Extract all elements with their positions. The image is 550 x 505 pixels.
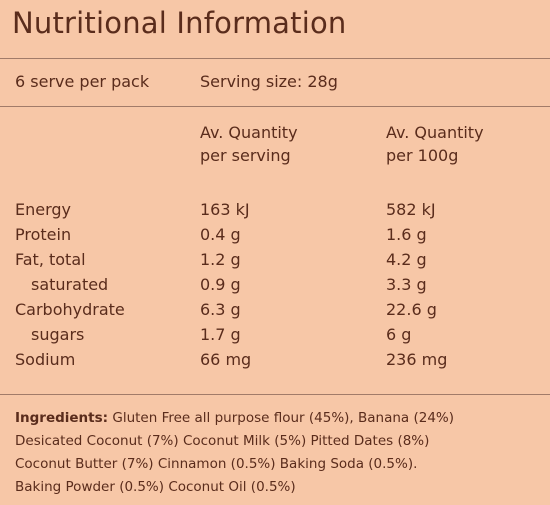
- row-sugars-per-100g: 6 g: [386, 325, 412, 344]
- row-label-energy: Energy: [15, 200, 72, 219]
- divider: [0, 394, 550, 395]
- row-label-sugars: sugars: [31, 325, 85, 344]
- row-fat-total-per-serving: 1.2 g: [200, 250, 241, 269]
- ingredients-line: Coconut Butter (7%) Cinnamon (0.5%) Baki…: [15, 456, 418, 472]
- row-label-saturated: saturated: [31, 275, 109, 294]
- serving-size: Serving size: 28g: [200, 72, 338, 91]
- row-label-sodium: Sodium: [15, 350, 76, 369]
- header-per-100g-line1: Av. Quantity: [386, 123, 484, 142]
- row-carbohydrate-per-100g: 22.6 g: [386, 300, 437, 319]
- ingredients-line: Baking Powder (0.5%) Coconut Oil (0.5%): [15, 479, 296, 495]
- header-per-100g-line2: per 100g: [386, 146, 459, 165]
- row-fat-total-per-100g: 4.2 g: [386, 250, 427, 269]
- row-saturated-per-serving: 0.9 g: [200, 275, 241, 294]
- header-per-serving-line2: per serving: [200, 146, 291, 165]
- header-per-serving-line1: Av. Quantity: [200, 123, 298, 142]
- row-sodium-per-serving: 66 mg: [200, 350, 252, 369]
- ingredients-line: Ingredients: Gluten Free all purpose flo…: [15, 407, 545, 430]
- row-protein-per-serving: 0.4 g: [200, 225, 241, 244]
- row-label-fat-total: Fat, total: [15, 250, 86, 269]
- panel-title: Nutritional Information: [12, 6, 347, 40]
- row-protein-per-100g: 1.6 g: [386, 225, 427, 244]
- row-label-protein: Protein: [15, 225, 72, 244]
- row-sugars-per-serving: 1.7 g: [200, 325, 241, 344]
- divider: [0, 58, 550, 59]
- row-label-carbohydrate: Carbohydrate: [15, 300, 125, 319]
- divider: [0, 106, 550, 107]
- ingredients-block: Ingredients: Gluten Free all purpose flo…: [15, 407, 545, 499]
- row-energy-per-100g: 582 kJ: [386, 200, 436, 219]
- row-sodium-per-100g: 236 mg: [386, 350, 448, 369]
- row-energy-per-serving: 163 kJ: [200, 200, 250, 219]
- ingredients-line: Desicated Coconut (7%) Coconut Milk (5%)…: [15, 433, 430, 449]
- row-saturated-per-100g: 3.3 g: [386, 275, 427, 294]
- ingredients-text: Gluten Free all purpose flour (45%), Ban…: [108, 410, 455, 426]
- ingredients-label: Ingredients:: [15, 410, 109, 426]
- row-carbohydrate-per-serving: 6.3 g: [200, 300, 241, 319]
- serves-per-pack: 6 serve per pack: [15, 72, 150, 91]
